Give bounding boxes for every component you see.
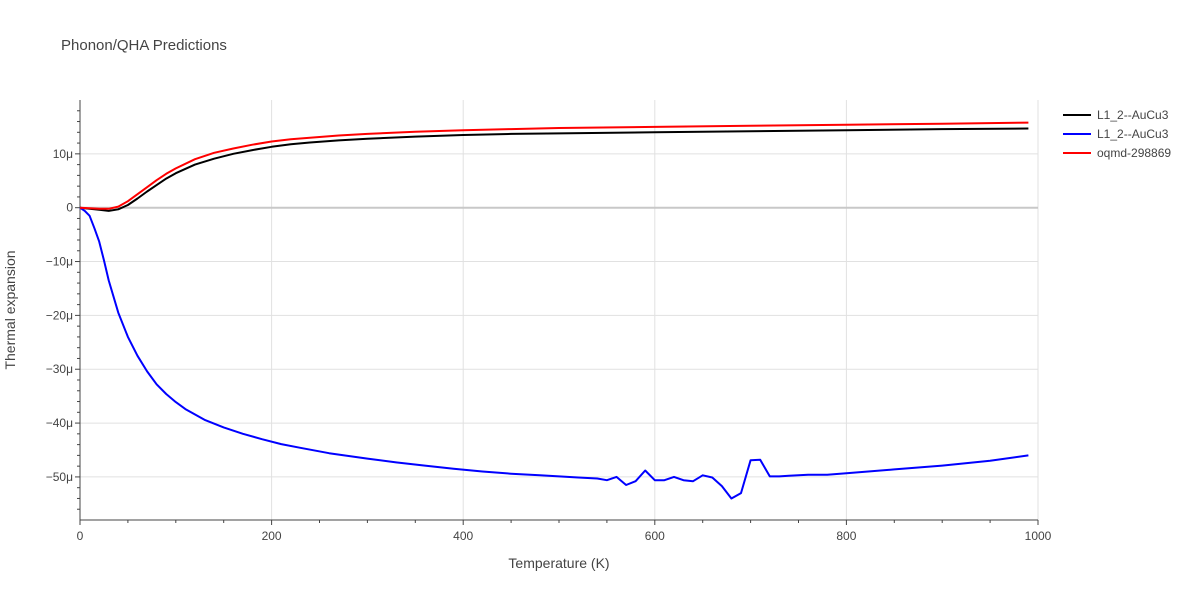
y-tick-label: 10μ (53, 147, 73, 161)
legend-label: L1_2--AuCu3 (1097, 108, 1169, 122)
axes (75, 100, 1039, 525)
x-tick-label: 400 (453, 529, 473, 543)
x-axis-title: Temperature (K) (508, 555, 609, 571)
series-line-1 (79, 127, 1029, 212)
y-tick-label: −50μ (46, 470, 73, 484)
y-tick-label: −40μ (46, 416, 73, 430)
legend-item[interactable]: L1_2--AuCu3 (1063, 127, 1169, 141)
series-group (79, 121, 1029, 500)
legend-label: oqmd-298869 (1097, 146, 1171, 160)
grid (80, 100, 1039, 520)
y-tick-label: −10μ (46, 255, 73, 269)
x-tick-label: 600 (645, 529, 665, 543)
y-tick-label: 0 (66, 201, 73, 215)
x-tick-label: 0 (77, 529, 84, 543)
x-tick-label: 800 (836, 529, 856, 543)
y-axis-title: Thermal expansion (2, 250, 18, 369)
x-tick-label: 1000 (1025, 529, 1052, 543)
chart-title: Phonon/QHA Predictions (61, 37, 227, 54)
x-tick-label: 200 (262, 529, 282, 543)
x-tick-labels: 0 200 400 600 800 1000 (77, 529, 1052, 543)
series-line-3 (79, 121, 1029, 210)
legend-label: L1_2--AuCu3 (1097, 127, 1169, 141)
y-tick-labels: 10μ 0 −10μ −20μ −30μ −40μ −50μ (46, 147, 74, 484)
y-tick-label: −30μ (46, 362, 73, 376)
y-tick-label: −20μ (46, 308, 73, 322)
series-line-2 (79, 206, 1029, 500)
legend[interactable]: L1_2--AuCu3 L1_2--AuCu3 oqmd-298869 (1063, 108, 1171, 160)
legend-item[interactable]: L1_2--AuCu3 (1063, 108, 1169, 122)
legend-item[interactable]: oqmd-298869 (1063, 146, 1171, 160)
